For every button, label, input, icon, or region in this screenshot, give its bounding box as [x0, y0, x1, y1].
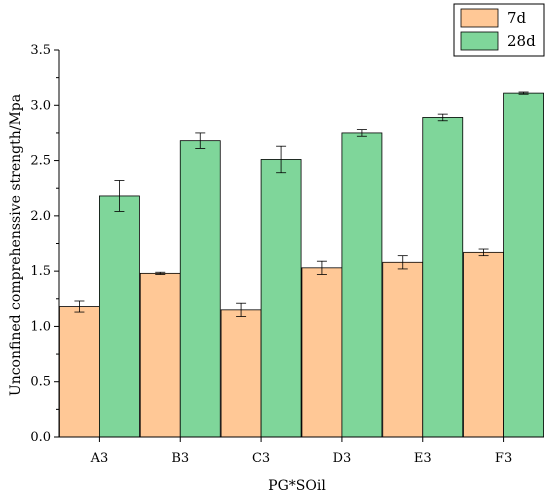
y-axis-title: Unconfined comprehenssive strength/Mpa: [8, 94, 24, 396]
x-tick-label-B3: B3: [171, 451, 189, 466]
bar-28d-B3: [179, 140, 221, 438]
error-bar-28d-B3: [195, 132, 206, 149]
bar-7d-D3: [301, 267, 343, 438]
legend-swatch-7d: [460, 8, 499, 28]
error-bar-28d-E3: [437, 113, 448, 122]
error-bars-layer: [74, 91, 529, 317]
bar-28d-E3: [422, 117, 464, 438]
bar-28d-D3: [341, 132, 383, 438]
bar-7d-C3: [220, 309, 262, 438]
y-tick-label: 1.5: [30, 264, 51, 279]
legend: 7d 28d: [453, 3, 545, 57]
error-bar-28d-C3: [276, 145, 287, 174]
error-bar-7d-E3: [397, 255, 408, 270]
x-tick-label-A3: A3: [90, 451, 109, 466]
legend-label-7d: 7d: [507, 9, 527, 27]
error-bar-7d-B3: [155, 271, 166, 275]
legend-label-28d: 28d: [507, 32, 536, 50]
error-bar-7d-A3: [74, 300, 85, 313]
y-tick-label: 2.5: [30, 154, 51, 169]
legend-swatch-28d: [460, 31, 499, 51]
bar-7d-F3: [463, 251, 504, 438]
error-bar-7d-D3: [316, 260, 327, 275]
x-tick-label-D3: D3: [333, 451, 352, 466]
x-tick-label-F3: F3: [495, 451, 512, 466]
error-bar-7d-F3: [478, 248, 489, 257]
bars-layer: [59, 92, 544, 438]
error-bar-28d-F3: [518, 91, 529, 95]
error-bar-28d-A3: [114, 180, 125, 212]
y-tick-label: 1.0: [30, 319, 51, 334]
error-bar-28d-D3: [356, 129, 367, 137]
y-tick-label: 2.0: [30, 209, 51, 224]
bar-28d-F3: [503, 92, 544, 438]
bar-7d-A3: [59, 306, 100, 438]
y-tick-label: 0.0: [30, 430, 51, 445]
bar-7d-B3: [139, 272, 181, 438]
error-bar-7d-C3: [236, 302, 247, 317]
bar-28d-A3: [99, 195, 140, 438]
axes-layer: 0.0 0.5 1.0 1.5 2.0 2.5 3.0 3.5 A3 B3 C3 D3 E3 F3: [30, 43, 544, 466]
bar-7d-E3: [382, 261, 424, 438]
x-tick-label-C3: C3: [252, 451, 270, 466]
bar-28d-C3: [260, 159, 302, 438]
y-tick-label: 3.0: [30, 98, 51, 113]
y-tick-label: 0.5: [30, 375, 51, 390]
y-tick-label: 3.5: [30, 43, 51, 58]
x-tick-label-E3: E3: [414, 451, 432, 466]
x-axis-title: PG*SOil: [268, 478, 326, 494]
